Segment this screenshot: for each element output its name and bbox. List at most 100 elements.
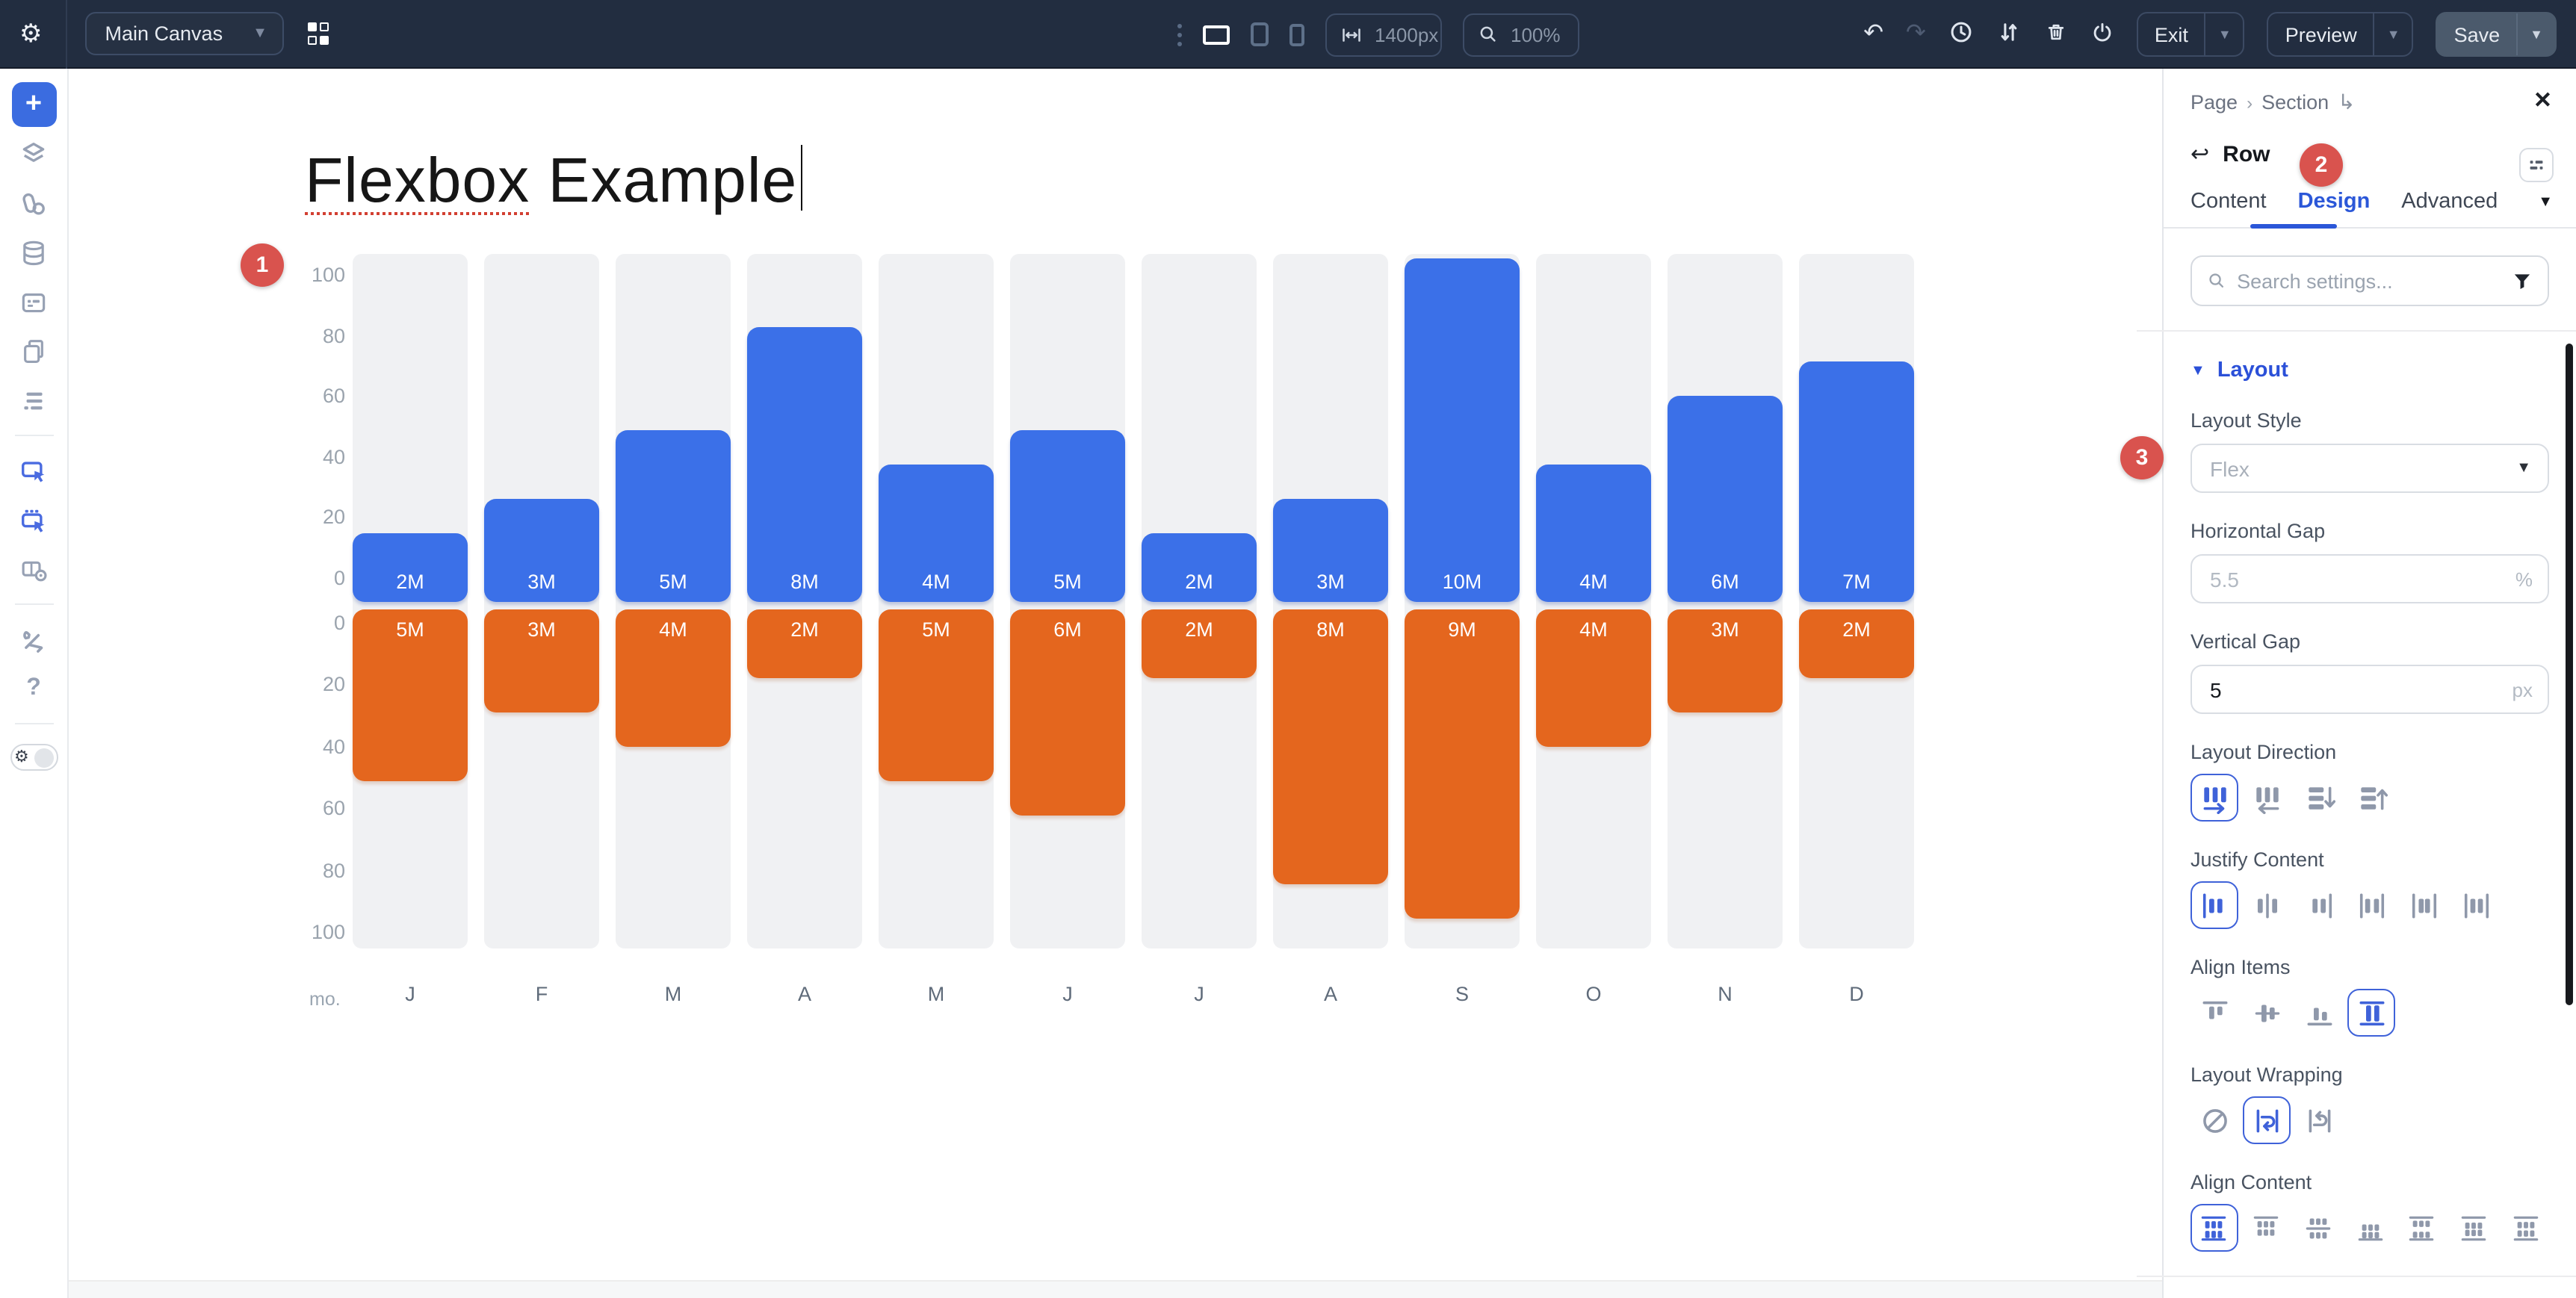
align-content-flex-start-button[interactable] <box>2242 1204 2289 1252</box>
preview-button[interactable]: Preview ▼ <box>2267 12 2414 57</box>
chart-column[interactable]: 2M 2M J <box>1142 254 1257 1005</box>
align-items-flex-end-button[interactable] <box>2295 989 2343 1037</box>
select-section-icon[interactable] <box>11 448 56 493</box>
bar-bottom[interactable]: 4M <box>1536 609 1651 747</box>
database-icon[interactable] <box>11 230 56 275</box>
bar-top[interactable]: 2M <box>1142 533 1257 602</box>
close-icon[interactable]: ✕ <box>2533 88 2552 114</box>
sort-arrows-icon[interactable] <box>1996 19 2022 50</box>
horizontal-gap-input[interactable] <box>2190 554 2549 603</box>
desktop-breakpoint-icon[interactable] <box>1203 25 1230 44</box>
history-clock-icon[interactable] <box>1948 19 1974 50</box>
bar-top[interactable]: 2M <box>353 533 468 602</box>
bar-top[interactable]: 4M <box>879 465 994 602</box>
canvas-width-input[interactable]: 1400px <box>1325 13 1442 56</box>
bar-bottom[interactable]: 3M <box>484 609 599 712</box>
align-items-flex-start-button[interactable] <box>2190 989 2238 1037</box>
chart-column[interactable]: 4M 5M M <box>879 254 994 1005</box>
bar-bottom[interactable]: 9M <box>1405 609 1520 919</box>
add-element-button[interactable]: + <box>11 82 56 127</box>
chart-column[interactable]: 2M 5M J <box>353 254 468 1005</box>
breadcrumb-page[interactable]: Page <box>2190 91 2238 114</box>
save-dropdown-caret[interactable]: ▼ <box>2516 13 2555 55</box>
align-items-center-button[interactable] <box>2243 989 2291 1037</box>
page-title[interactable]: Flexbox Example <box>305 145 803 217</box>
vertical-gap-input[interactable] <box>2190 665 2549 714</box>
breadcrumb-section[interactable]: Section <box>2261 91 2329 114</box>
tab-content[interactable]: Content <box>2190 190 2267 214</box>
select-widget-icon[interactable] <box>11 497 56 542</box>
layout-wrapping-wrap-reverse-button[interactable] <box>2295 1096 2343 1144</box>
bar-bottom[interactable]: 8M <box>1273 609 1388 884</box>
bar-top[interactable]: 3M <box>484 499 599 602</box>
justify-content-space-around-button[interactable] <box>2400 881 2447 929</box>
bar-bottom[interactable]: 2M <box>747 609 862 678</box>
chart-column[interactable]: 4M 4M O <box>1536 254 1651 1005</box>
tab-advanced[interactable]: Advanced <box>2401 190 2498 214</box>
filter-funnel-icon[interactable] <box>2512 270 2533 292</box>
bar-bottom[interactable]: 3M <box>1668 609 1783 712</box>
bar-top[interactable]: 4M <box>1536 465 1651 602</box>
tabs-more-caret-icon[interactable]: ▼ <box>2538 193 2554 210</box>
bar-top[interactable]: 8M <box>747 327 862 602</box>
bar-bottom[interactable]: 5M <box>353 609 468 781</box>
align-content-space-around-button[interactable] <box>2450 1204 2497 1252</box>
justify-content-flex-start-button[interactable] <box>2190 881 2238 929</box>
bar-top[interactable]: 6M <box>1668 396 1783 602</box>
justify-content-center-button[interactable] <box>2243 881 2291 929</box>
power-icon[interactable] <box>2090 19 2114 50</box>
chart-column[interactable]: 3M 3M F <box>484 254 599 1005</box>
chart-column[interactable]: 8M 2M A <box>747 254 862 1005</box>
design-assets-icon[interactable] <box>11 181 56 226</box>
tablet-breakpoint-icon[interactable] <box>1251 22 1269 46</box>
bar-top[interactable]: 5M <box>1010 430 1125 602</box>
form-settings-icon[interactable] <box>11 279 56 324</box>
undo-icon[interactable]: ↶ <box>1863 21 1884 46</box>
exit-button[interactable]: Exit ▼ <box>2136 12 2245 57</box>
justify-content-space-between-button[interactable] <box>2347 881 2395 929</box>
canvas-grid-view-icon[interactable] <box>307 22 329 45</box>
help-icon[interactable]: ? <box>26 675 41 701</box>
settings-gear-icon[interactable]: ⚙ <box>19 19 43 47</box>
tab-design[interactable]: Design <box>2297 190 2371 214</box>
save-button[interactable]: Save ▼ <box>2436 12 2557 57</box>
align-content-stretch-button[interactable] <box>2190 1204 2238 1252</box>
layout-style-select[interactable]: Flex ▼ <box>2190 444 2549 493</box>
justify-content-flex-end-button[interactable] <box>2295 881 2343 929</box>
chart-column[interactable]: 10M 9M S <box>1405 254 1520 1005</box>
chart-column[interactable]: 5M 4M M <box>616 254 731 1005</box>
exit-dropdown-caret[interactable]: ▼ <box>2204 13 2244 55</box>
layout-direction-column-reverse-button[interactable] <box>2347 774 2395 822</box>
bar-top[interactable]: 3M <box>1273 499 1388 602</box>
align-content-space-between-button[interactable] <box>2398 1204 2445 1252</box>
bar-bottom[interactable]: 5M <box>879 609 994 781</box>
mobile-breakpoint-icon[interactable] <box>1289 23 1304 46</box>
preview-dropdown-caret[interactable]: ▼ <box>2373 13 2412 55</box>
chart-column[interactable]: 3M 8M A <box>1273 254 1388 1005</box>
align-content-flex-end-button[interactable] <box>2346 1204 2393 1252</box>
search-input[interactable] <box>2237 270 2502 292</box>
bar-bottom[interactable]: 2M <box>1799 609 1914 678</box>
canvas-selector-dropdown[interactable]: Main Canvas ▼ <box>85 12 284 55</box>
bar-top[interactable]: 5M <box>616 430 731 602</box>
layout-direction-column-button[interactable] <box>2295 774 2343 822</box>
bar-top[interactable]: 10M <box>1405 258 1520 602</box>
layout-section-header[interactable]: ▼ Layout <box>2190 358 2549 382</box>
chart-column[interactable]: 7M 2M D <box>1799 254 1914 1005</box>
panel-scrollbar[interactable] <box>2566 344 2573 1005</box>
bar-top[interactable]: 7M <box>1799 361 1914 602</box>
justify-content-space-evenly-button[interactable] <box>2452 881 2500 929</box>
widget-box-icon[interactable] <box>11 547 56 591</box>
element-options-button[interactable] <box>2519 148 2554 182</box>
settings-toggle[interactable]: ⚙ <box>10 744 58 771</box>
bar-bottom[interactable]: 6M <box>1010 609 1125 816</box>
drag-handle-dots-icon[interactable] <box>1177 23 1182 46</box>
navigator-icon[interactable] <box>11 378 56 423</box>
canvas-zoom-input[interactable]: 100% <box>1463 13 1579 56</box>
trash-icon[interactable] <box>2044 19 2068 50</box>
tools-icon[interactable] <box>11 617 56 662</box>
layers-icon[interactable] <box>11 131 56 176</box>
settings-search-box[interactable] <box>2190 255 2549 306</box>
redo-icon[interactable]: ↷ <box>1906 21 1926 46</box>
layout-direction-row-button[interactable] <box>2190 774 2238 822</box>
